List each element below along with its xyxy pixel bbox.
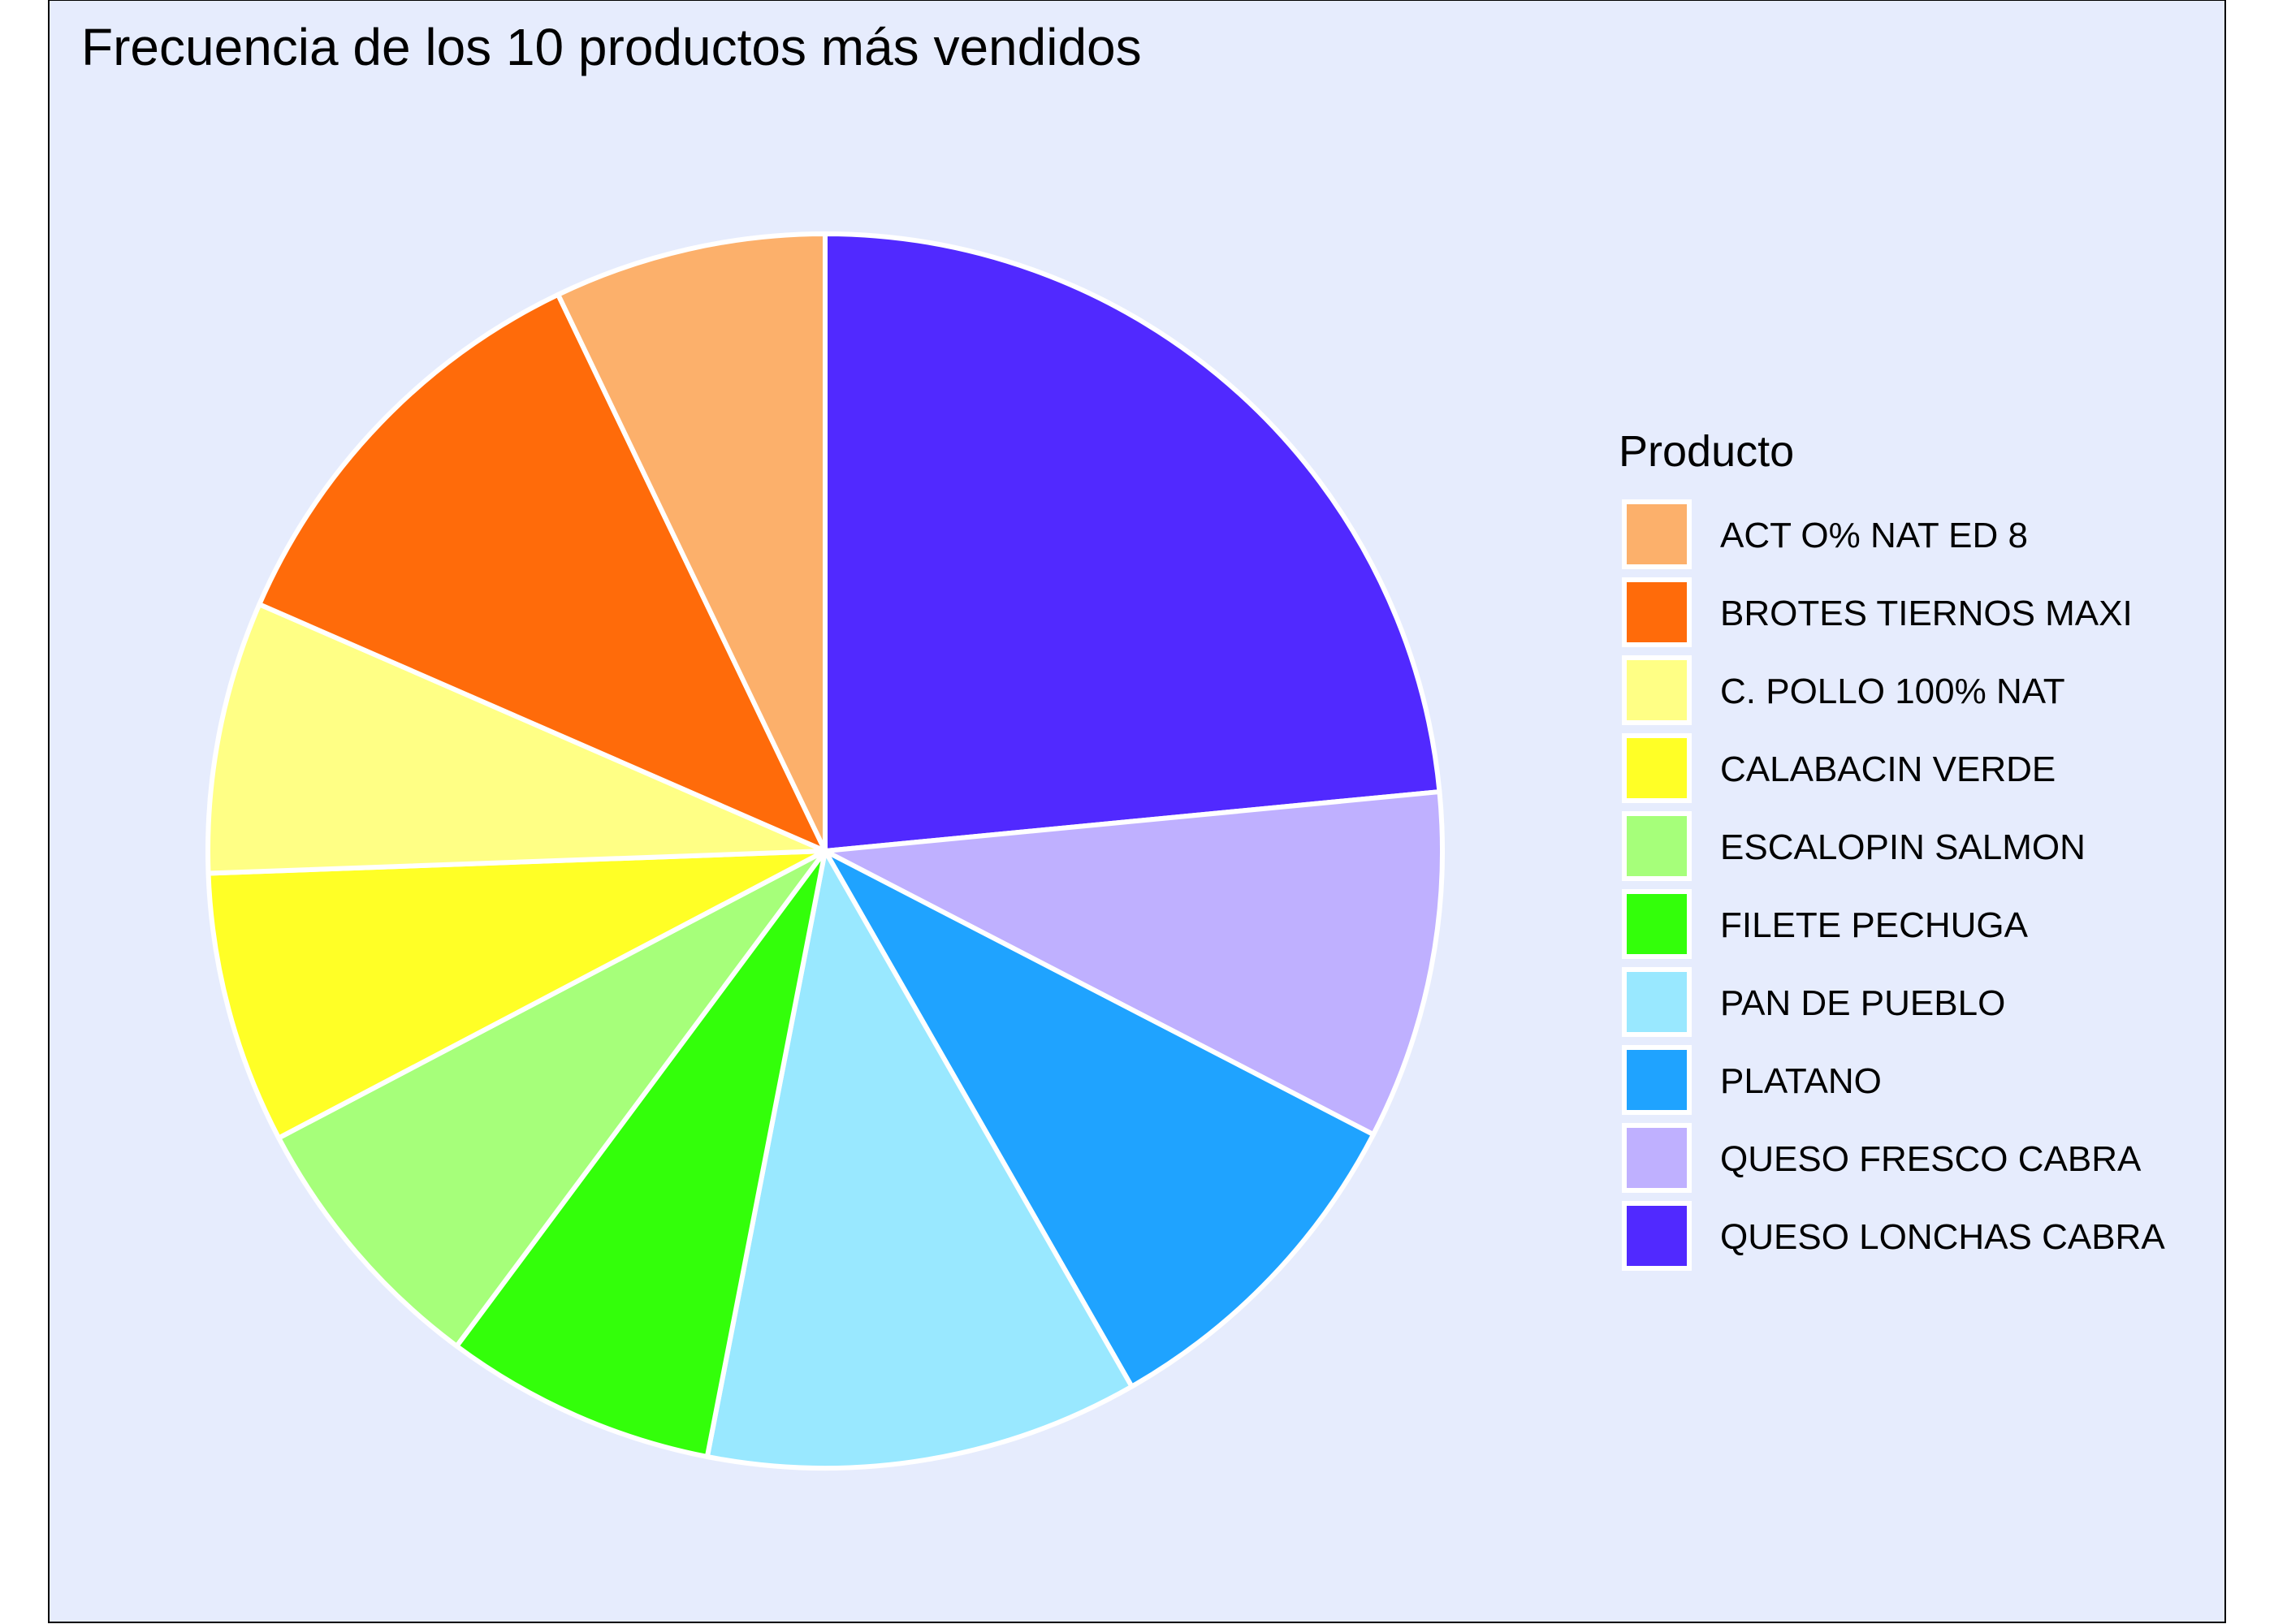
- legend-label: CALABACIN VERDE: [1720, 749, 2056, 789]
- legend-swatch: [1622, 655, 1692, 725]
- legend-item-escalopin-salmon: ESCALOPIN SALMON: [1622, 811, 2086, 881]
- pie-slice-queso-lonchas-cabra: [823, 231, 1442, 853]
- pie-slice-platano: [823, 849, 1377, 1389]
- legend-swatch: [1622, 499, 1692, 569]
- legend-item-platano: PLATANO: [1622, 1045, 1882, 1115]
- legend-swatch: [1622, 1123, 1692, 1193]
- legend-swatch: [1622, 889, 1692, 959]
- pie-slice-queso-fresco-cabra: [823, 789, 1445, 1138]
- pie-slice-act-o-nat-ed-8: [556, 231, 828, 853]
- legend-label: BROTES TIERNOS MAXI: [1720, 594, 2133, 633]
- legend-swatch: [1622, 1045, 1692, 1115]
- legend-item-pan-de-pueblo: PAN DE PUEBLO: [1622, 967, 2005, 1037]
- legend-item-calabacin-verde: CALABACIN VERDE: [1622, 733, 2056, 803]
- legend-label: PAN DE PUEBLO: [1720, 983, 2005, 1023]
- legend-swatch: [1622, 1201, 1692, 1271]
- legend-item-c-pollo-100-nat: C. POLLO 100% NAT: [1622, 655, 2065, 725]
- legend-item-queso-fresco-cabra: QUESO FRESCO CABRA: [1622, 1123, 2142, 1193]
- legend-label: PLATANO: [1720, 1061, 1882, 1101]
- legend-item-filete-pechuga: FILETE PECHUGA: [1622, 889, 2029, 959]
- pie-slices: [205, 231, 1445, 1471]
- legend-label: ESCALOPIN SALMON: [1720, 827, 2086, 867]
- legend-label: QUESO LONCHAS CABRA: [1720, 1217, 2165, 1257]
- pie-slice-calabacin-verde: [205, 849, 828, 1141]
- legend-title: Producto: [1619, 427, 1794, 476]
- legend-swatch: [1622, 811, 1692, 881]
- chart-title: Frecuencia de los 10 productos más vendi…: [81, 18, 1142, 76]
- legend-label: FILETE PECHUGA: [1720, 905, 2029, 945]
- legend-items: ACT O% NAT ED 8 BROTES TIERNOS MAXI C. POL…: [1622, 499, 2165, 1271]
- pie-slice-escalopin-salmon: [276, 849, 828, 1349]
- legend-item-act-o-nat-ed-8: ACT O% NAT ED 8: [1622, 499, 2028, 569]
- legend-swatch: [1622, 733, 1692, 803]
- legend-item-queso-lonchas-cabra: QUESO LONCHAS CABRA: [1622, 1201, 2165, 1271]
- legend-label: ACT O% NAT ED 8: [1720, 516, 2028, 555]
- pie-slice-c-pollo-100-nat: [205, 602, 828, 876]
- legend-label: C. POLLO 100% NAT: [1720, 672, 2065, 711]
- pie-slice-filete-pechuga: [454, 849, 828, 1459]
- legend-label: QUESO FRESCO CABRA: [1720, 1139, 2142, 1179]
- legend: Producto ACT O% NAT ED 8 BROTES TIERNOS M…: [1619, 427, 2165, 1271]
- legend-swatch: [1622, 967, 1692, 1037]
- pie-slice-brotes-tiernos-maxi: [257, 292, 828, 853]
- legend-swatch: [1622, 577, 1692, 647]
- legend-item-brotes-tiernos-maxi: BROTES TIERNOS MAXI: [1622, 577, 2133, 647]
- pie-slice-pan-de-pueblo: [704, 849, 1135, 1471]
